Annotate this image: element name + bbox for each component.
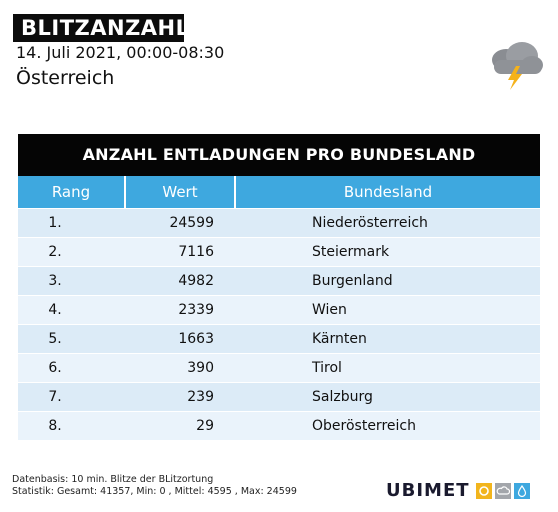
cell-rang: 1. xyxy=(48,215,62,231)
table-row: 8. 29 Oberösterreich xyxy=(18,411,540,440)
cell-wert: 7116 xyxy=(178,244,214,260)
cell-wert: 1663 xyxy=(178,331,214,347)
column-header-bundesland: Bundesland xyxy=(343,183,433,201)
cell-bundesland: Niederösterreich xyxy=(312,215,428,231)
cell-rang: 6. xyxy=(48,360,62,376)
drop-icon xyxy=(513,482,530,499)
cell-rang: 7. xyxy=(48,389,62,405)
region-label: Österreich xyxy=(16,67,115,89)
table-row: 6. 390 Tirol xyxy=(18,353,540,382)
footer-notes: Datenbasis: 10 min. Blitze der BLitzortu… xyxy=(12,474,297,498)
date-subtitle: 14. Juli 2021, 00:00-08:30 xyxy=(16,43,225,62)
table-row: 7. 239 Salzburg xyxy=(18,382,540,411)
footer-data-source: Datenbasis: 10 min. Blitze der BLitzortu… xyxy=(12,474,214,485)
column-header-wert: Wert xyxy=(126,176,236,208)
cell-rang: 4. xyxy=(48,302,62,318)
table-row: 4. 2339 Wien xyxy=(18,295,540,324)
cell-bundesland: Tirol xyxy=(312,360,342,376)
cell-bundesland: Burgenland xyxy=(312,273,393,289)
cell-rang: 8. xyxy=(48,418,62,434)
ubimet-logo: UBIMET xyxy=(386,480,530,501)
brand-wordmark: UBIMET xyxy=(386,480,470,501)
cell-bundesland: Steiermark xyxy=(312,244,390,260)
sun-icon xyxy=(475,482,492,499)
cell-rang: 3. xyxy=(48,273,62,289)
cell-bundesland: Kärnten xyxy=(312,331,367,347)
cell-wert: 390 xyxy=(187,360,214,376)
table-row: 5. 1663 Kärnten xyxy=(18,324,540,353)
table-title: ANZAHL ENTLADUNGEN PRO BUNDESLAND xyxy=(18,134,540,176)
table-body: 1. 24599 Niederösterreich 2. 7116 Steier… xyxy=(18,208,540,440)
column-header-rang: Rang xyxy=(18,176,126,208)
cell-wert: 29 xyxy=(196,418,214,434)
cell-rang: 2. xyxy=(48,244,62,260)
table-row: 3. 4982 Burgenland xyxy=(18,266,540,295)
title-badge: BLITZANZAHL xyxy=(13,14,189,42)
cell-bundesland: Wien xyxy=(312,302,347,318)
cloud-icon xyxy=(494,482,511,499)
cell-rang: 5. xyxy=(48,331,62,347)
thunderstorm-cloud-icon xyxy=(492,42,543,90)
lightning-table: ANZAHL ENTLADUNGEN PRO BUNDESLAND Rang W… xyxy=(18,134,540,440)
cell-wert: 24599 xyxy=(169,215,214,231)
table-row: 2. 7116 Steiermark xyxy=(18,237,540,266)
table-row: 1. 24599 Niederösterreich xyxy=(18,208,540,237)
cell-wert: 2339 xyxy=(178,302,214,318)
cell-bundesland: Oberösterreich xyxy=(312,418,416,434)
table-header: Rang Wert Bundesland xyxy=(18,176,540,208)
footer-statistics: Statistik: Gesamt: 41357, Min: 0 , Mitte… xyxy=(12,486,297,497)
cell-wert: 4982 xyxy=(178,273,214,289)
cell-bundesland: Salzburg xyxy=(312,389,373,405)
cell-wert: 239 xyxy=(187,389,214,405)
